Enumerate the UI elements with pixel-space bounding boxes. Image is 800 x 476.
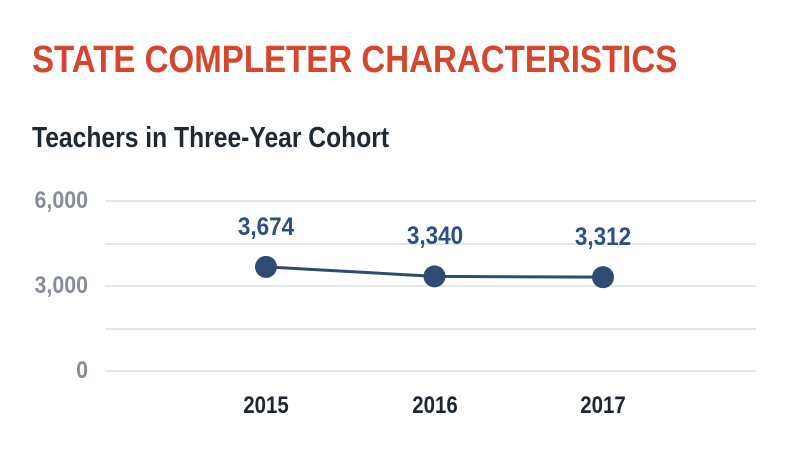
x-tick-label: 2016 — [411, 392, 458, 419]
page-title: STATE COMPLETER CHARACTERISTICS — [32, 39, 678, 81]
x-tick-label: 2015 — [243, 392, 289, 419]
chart-title: Teachers in Three-Year Cohort — [32, 122, 390, 154]
y-tick-label: 0 — [76, 357, 88, 384]
data-point-label: 3,674 — [237, 212, 295, 241]
gridline — [105, 242, 756, 245]
data-point-label: 3,312 — [574, 223, 632, 252]
gridline — [105, 200, 756, 202]
y-tick-label: 6,000 — [34, 187, 88, 214]
data-point-marker — [255, 255, 277, 278]
gridline — [105, 285, 756, 287]
data-point-label: 3,340 — [406, 222, 463, 251]
x-tick-label: 2017 — [580, 392, 626, 419]
y-tick-label: 3,000 — [34, 272, 88, 299]
gridline — [105, 370, 756, 372]
gridline — [105, 327, 756, 330]
series-line — [265, 265, 604, 279]
